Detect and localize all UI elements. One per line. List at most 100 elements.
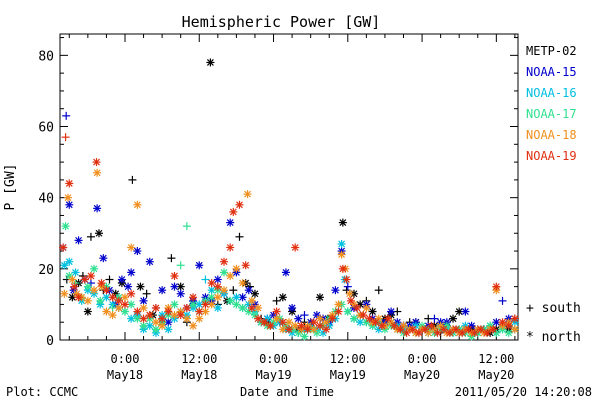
point-noaa-15 (498, 296, 507, 305)
point-noaa-15 (117, 275, 126, 284)
point-noaa-17 (343, 307, 352, 316)
point-noaa-19 (145, 311, 154, 320)
x-tick-label-time: 12:00 (181, 352, 217, 366)
point-noaa-18 (133, 200, 142, 209)
point-noaa-19 (74, 293, 83, 302)
point-noaa-18 (337, 250, 346, 259)
point-noaa-19 (120, 300, 129, 309)
point-noaa-17 (176, 261, 185, 270)
point-noaa-15 (124, 282, 133, 291)
point-noaa-19 (427, 321, 436, 330)
point-noaa-19 (151, 303, 160, 312)
point-noaa-19 (70, 282, 79, 291)
point-noaa-15 (93, 204, 102, 213)
point-noaa-19 (414, 328, 423, 337)
point-noaa-19 (342, 275, 351, 284)
point-metp-02 (449, 314, 458, 323)
point-noaa-17 (349, 314, 358, 323)
point-noaa-15 (281, 268, 290, 277)
point-noaa-19 (377, 321, 386, 330)
point-noaa-19 (195, 307, 204, 316)
point-noaa-19 (182, 303, 191, 312)
point-noaa-19 (421, 325, 430, 334)
point-noaa-19 (127, 289, 136, 298)
point-noaa-15 (139, 296, 148, 305)
point-noaa-17 (83, 282, 92, 291)
point-noaa-19 (476, 325, 485, 334)
point-noaa-18 (189, 321, 198, 330)
plot-area (59, 33, 519, 341)
point-noaa-15 (127, 268, 136, 277)
y-tick-label: 60 (38, 121, 54, 136)
point-noaa-18 (158, 321, 167, 330)
point-noaa-18 (151, 318, 160, 327)
point-noaa-19 (65, 179, 74, 188)
point-noaa-19 (510, 314, 519, 323)
point-noaa-15 (244, 286, 253, 295)
plot-credit: Plot: CCMC (6, 385, 78, 399)
point-noaa-17 (232, 300, 241, 309)
point-noaa-15 (461, 307, 470, 316)
y-tick-label: 80 (38, 49, 54, 64)
point-noaa-15 (288, 303, 297, 312)
legend-entry: METP-02 (526, 44, 577, 58)
x-tick-label-time: 12:00 (478, 352, 514, 366)
point-noaa-15 (133, 247, 142, 256)
point-noaa-17 (189, 300, 198, 309)
point-noaa-19 (272, 307, 281, 316)
point-metp-02 (235, 232, 244, 241)
point-noaa-19 (260, 318, 269, 327)
point-noaa-17 (61, 222, 70, 231)
point-noaa-16 (127, 314, 136, 323)
point-noaa-18 (83, 296, 92, 305)
legend-marker-north: * north (526, 330, 581, 345)
legend-entry: NOAA-15 (526, 65, 577, 79)
point-noaa-19 (492, 282, 501, 291)
point-metp-02 (272, 296, 281, 305)
point-noaa-15 (387, 307, 396, 316)
point-noaa-19 (235, 200, 244, 209)
legend: METP-02 NOAA-15 NOAA-16 NOAA-17 NOAA-18 NOAA-… (526, 44, 581, 345)
point-noaa-17 (133, 314, 142, 323)
point-noaa-16 (145, 321, 154, 330)
point-noaa-19 (334, 307, 343, 316)
point-noaa-16 (201, 275, 210, 284)
point-noaa-19 (266, 321, 275, 330)
point-noaa-19 (80, 275, 89, 284)
point-noaa-16 (164, 325, 173, 334)
point-noaa-19 (338, 264, 347, 273)
point-noaa-19 (207, 279, 216, 288)
point-noaa-18 (68, 275, 77, 284)
point-noaa-18 (182, 314, 191, 323)
point-noaa-18 (220, 286, 229, 295)
y-tick-label: 40 (38, 192, 54, 207)
point-noaa-17 (96, 296, 105, 305)
point-noaa-18 (510, 325, 519, 334)
point-noaa-19 (359, 311, 368, 320)
point-noaa-17 (139, 321, 148, 330)
point-noaa-18 (195, 314, 204, 323)
point-noaa-19 (59, 243, 68, 252)
x-tick-label-date: May18 (107, 368, 143, 382)
point-metp-02 (142, 289, 151, 298)
point-noaa-19 (458, 328, 467, 337)
point-noaa-16 (207, 286, 216, 295)
point-noaa-18 (362, 303, 371, 312)
point-noaa-19 (309, 318, 318, 327)
point-noaa-19 (176, 311, 185, 320)
x-tick-label-time: 0:00 (408, 352, 437, 366)
point-noaa-18 (64, 193, 73, 202)
point-noaa-19 (489, 325, 498, 334)
point-noaa-18 (334, 300, 343, 309)
point-noaa-19 (353, 303, 362, 312)
x-tick-label-date: May19 (330, 368, 366, 382)
point-noaa-19 (170, 271, 179, 280)
y-axis-label: P [GW] (3, 164, 18, 211)
point-noaa-18 (315, 314, 324, 323)
point-noaa-15 (99, 254, 108, 263)
point-noaa-17 (504, 328, 513, 337)
point-metp-02 (374, 286, 383, 295)
point-noaa-19 (315, 321, 324, 330)
x-tick-label-date: May20 (478, 368, 514, 382)
